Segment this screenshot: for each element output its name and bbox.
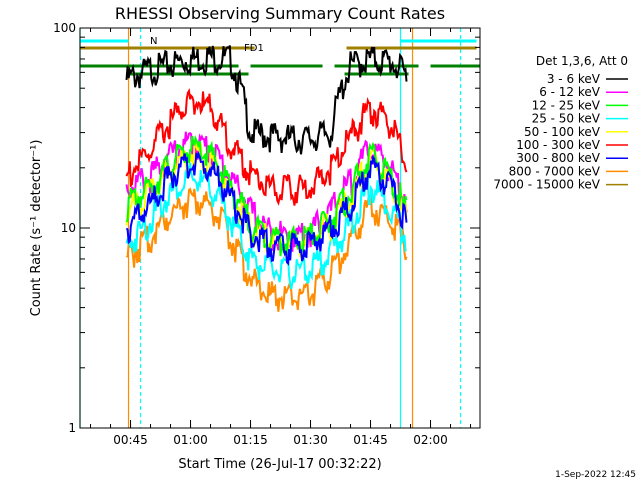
legend-entry-4: 50 - 100 keV — [524, 125, 601, 139]
series-line-0 — [125, 45, 408, 155]
footer-timestamp: 1-Sep-2022 12:45 — [555, 470, 636, 480]
x-tick-label-2: 01:15 — [233, 433, 268, 447]
y-axis-label: Count Rate (s⁻¹ detector⁻¹) — [29, 140, 44, 317]
series-line-5 — [125, 87, 408, 206]
x-tick-label-1: 01:00 — [173, 433, 208, 447]
series-line-3 — [125, 162, 407, 290]
legend-entry-5: 100 - 300 keV — [516, 138, 600, 152]
legend-entry-8: 7000 - 15000 keV — [493, 178, 600, 192]
x-tick-label-4: 01:45 — [353, 433, 388, 447]
series-line-7 — [125, 187, 408, 312]
y-tick-label-0: 1 — [68, 421, 76, 435]
x-tick-label-5: 02:00 — [413, 433, 448, 447]
legend-entry-6: 300 - 800 keV — [516, 151, 600, 165]
legend-entry-0: 3 - 6 keV — [547, 72, 601, 86]
x-tick-label-3: 01:30 — [293, 433, 328, 447]
legend-entry-3: 25 - 50 keV — [532, 112, 601, 126]
legend-header: Det 1,3,6, Att 0 — [536, 54, 628, 68]
chart-title: RHESSI Observing Summary Count Rates — [115, 4, 445, 23]
flag-label-n: N — [150, 36, 157, 47]
legend-entry-1: 6 - 12 keV — [539, 85, 601, 99]
series-line-6 — [125, 151, 408, 266]
y-tick-label-1: 10 — [61, 221, 76, 235]
plot-area: N FD1 00:45 01:00 01:15 01:30 01:45 02:00 1 10 100 — [53, 21, 481, 447]
legend-entry-7: 800 - 7000 keV — [509, 164, 601, 178]
x-axis-label: Start Time (26-Jul-17 00:32:22) — [178, 457, 381, 472]
x-tick-label-0: 00:45 — [113, 433, 148, 447]
flag-label-fd1: FD1 — [244, 43, 264, 54]
legend-entry-2: 12 - 25 keV — [532, 98, 601, 112]
y-tick-label-2: 100 — [53, 21, 76, 35]
